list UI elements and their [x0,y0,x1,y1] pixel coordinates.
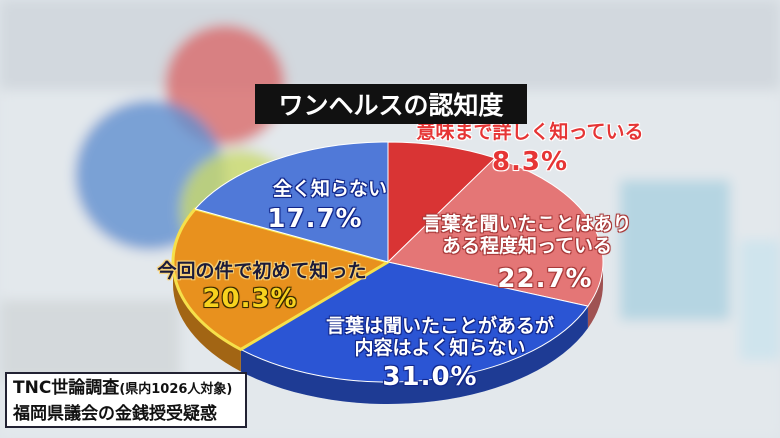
slice-side-shade [173,262,241,372]
chart-title: ワンヘルスの認知度 [255,84,527,124]
pie [171,141,604,404]
slice-side [173,262,241,372]
category-label: 今回の件で初めて知った [157,260,367,283]
source: TNC世論調査 [13,378,120,398]
value-label: 17.7% [267,204,363,235]
category-label: 全く知らない [272,178,388,201]
topic: 福岡県議会の金銭授受疑惑 [13,404,217,424]
slice [387,141,496,263]
source-note: (県内1026人対象) [119,382,233,397]
source-line: TNC世論調査(県内1026人対象) [13,376,239,402]
value-label: 31.0% [382,362,478,393]
category-label: 言葉は聞いたことがあるが 内容はよく知らない [325,315,555,359]
value-label: 20.3% [202,284,298,315]
slice-side-shade [240,306,588,404]
slice [171,207,390,351]
slice [194,141,389,263]
caption-box: TNC世論調査(県内1026人対象) 福岡県議会の金銭授受疑惑 [5,372,247,428]
slice-side-shade [587,262,603,329]
value-label: 8.3% [491,147,569,178]
category-label: 意味まで詳しく知っている [416,121,644,144]
slice-side [240,306,588,404]
value-label: 22.7% [497,264,593,295]
slice-side [587,262,603,329]
category-label: 言葉を聞いたことはあり ある程度知っている [422,213,632,257]
slice [387,157,604,307]
slice [240,261,589,383]
